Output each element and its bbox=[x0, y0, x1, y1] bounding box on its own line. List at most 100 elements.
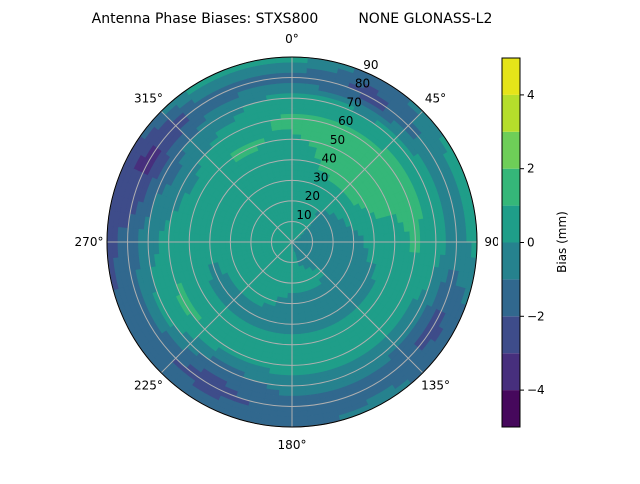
contour-cell bbox=[292, 62, 308, 68]
contour-cell bbox=[277, 67, 292, 73]
angular-tick-label: 135° bbox=[421, 379, 450, 393]
contour-cell bbox=[280, 370, 292, 376]
contour-cell bbox=[287, 298, 292, 303]
contour-cell bbox=[205, 242, 210, 250]
contour-cell bbox=[278, 83, 292, 89]
contour-cell bbox=[280, 108, 292, 114]
contour-cell bbox=[282, 355, 292, 361]
contour-cell bbox=[292, 67, 307, 73]
contour-cell bbox=[338, 233, 344, 238]
radial-tick-label: 20 bbox=[305, 189, 320, 203]
contour-cell bbox=[215, 242, 220, 249]
contour-cell bbox=[405, 242, 411, 252]
contour-cell bbox=[384, 242, 389, 251]
contour-cell bbox=[210, 235, 215, 242]
contour-cell bbox=[292, 309, 298, 314]
contour-cell bbox=[284, 324, 292, 329]
contour-cell bbox=[283, 191, 288, 197]
contour-cell bbox=[174, 232, 180, 242]
contour-cell bbox=[200, 234, 205, 242]
contour-cell bbox=[279, 88, 292, 94]
contour-cell bbox=[292, 319, 299, 324]
contour-cell bbox=[389, 242, 395, 251]
contour-cell bbox=[343, 232, 349, 237]
contour-cell bbox=[343, 242, 348, 247]
contour-cell bbox=[348, 237, 353, 242]
contour-cell bbox=[461, 227, 467, 242]
contour-cell bbox=[277, 411, 292, 417]
contour-cell bbox=[420, 230, 426, 242]
contour-cell bbox=[420, 242, 426, 254]
contour-cell bbox=[292, 339, 301, 345]
radial-tick-label: 10 bbox=[296, 208, 311, 222]
contour-cell bbox=[230, 237, 235, 242]
contour-cell bbox=[133, 242, 139, 256]
angular-tick-label: 315° bbox=[134, 91, 163, 105]
contour-cell bbox=[200, 242, 205, 250]
contour-cell bbox=[285, 160, 292, 165]
contour-cell bbox=[292, 411, 307, 417]
contour-cell bbox=[276, 62, 292, 68]
contour-cell bbox=[133, 228, 139, 242]
contour-cell bbox=[153, 230, 159, 242]
contour-cell bbox=[440, 242, 446, 255]
contour-cell bbox=[292, 88, 305, 94]
angular-tick-label: 180° bbox=[278, 438, 307, 452]
contour-cell bbox=[287, 185, 292, 190]
contour-cell bbox=[236, 246, 242, 251]
contour-cell bbox=[286, 175, 292, 180]
colorbar-tick-label: −2 bbox=[527, 309, 545, 323]
contour-cell bbox=[292, 278, 296, 283]
contour-cell bbox=[364, 235, 369, 242]
contour-cell bbox=[379, 234, 384, 242]
contour-cell bbox=[282, 129, 292, 135]
contour-cell bbox=[405, 232, 411, 242]
contour-cell bbox=[235, 237, 240, 242]
angular-tick-label: 45° bbox=[425, 91, 446, 105]
contour-cell bbox=[292, 180, 297, 185]
contour-cell bbox=[400, 242, 406, 252]
radial-tick-label: 50 bbox=[330, 133, 345, 147]
contour-cell bbox=[251, 242, 256, 246]
contour-cell bbox=[296, 293, 301, 299]
contour-cell bbox=[179, 242, 185, 252]
contour-cell bbox=[292, 155, 300, 160]
contour-cell bbox=[292, 416, 308, 422]
contour-cell bbox=[283, 334, 292, 339]
radial-tick-label: 90 bbox=[363, 58, 378, 72]
contour-cell bbox=[285, 314, 292, 319]
colorbar-band bbox=[502, 390, 520, 427]
contour-cell bbox=[348, 242, 353, 247]
colorbar-band bbox=[502, 95, 520, 132]
contour-cell bbox=[283, 339, 292, 345]
contour-cell bbox=[292, 185, 297, 190]
contour-cell bbox=[292, 150, 300, 155]
contour-cell bbox=[278, 396, 292, 402]
polar-grid bbox=[107, 57, 477, 427]
contour-cell bbox=[280, 375, 292, 381]
contour-cell bbox=[400, 232, 406, 242]
contour-cell bbox=[230, 242, 235, 247]
angular-tick-label: 0° bbox=[285, 32, 299, 46]
radial-tick-label: 80 bbox=[355, 77, 370, 91]
colorbar-band bbox=[502, 206, 520, 243]
contour-cell bbox=[425, 230, 431, 242]
contour-cell bbox=[284, 329, 292, 334]
contour-cell bbox=[158, 242, 164, 254]
contour-cell bbox=[292, 298, 297, 303]
contour-cell bbox=[286, 170, 292, 175]
contour-cell bbox=[276, 416, 292, 422]
contour-cell bbox=[282, 186, 287, 192]
contour-cell bbox=[292, 165, 299, 170]
contour-cell bbox=[292, 390, 305, 396]
colorbar-band bbox=[502, 243, 520, 280]
contour-cell bbox=[284, 150, 292, 155]
colorbar-label: Bias (mm) bbox=[555, 211, 569, 273]
contour-cell bbox=[292, 329, 300, 334]
colorbar-band bbox=[502, 316, 520, 353]
contour-cell bbox=[328, 238, 333, 242]
contour-cell bbox=[292, 175, 298, 180]
contour-cell bbox=[283, 139, 292, 145]
contour-cell bbox=[194, 233, 199, 242]
